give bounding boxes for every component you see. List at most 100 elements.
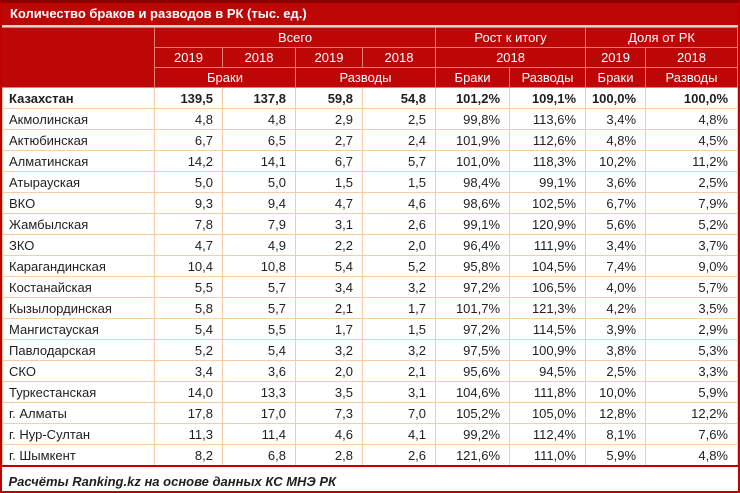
value-cell: 2,2 xyxy=(295,234,363,256)
table-row: Костанайская 5,5 5,7 3,4 3,2 97,2% 106,5% 4,0% 5… xyxy=(2,276,738,298)
type-header-marriages: Браки xyxy=(154,67,296,88)
value-cell: 4,7 xyxy=(154,234,223,256)
header-group-row: Всего Рост к итогу Доля от РК xyxy=(2,27,738,88)
value-cell: 95,6% xyxy=(435,360,511,382)
value-cell: 97,5% xyxy=(435,339,511,361)
year-header: 2018 xyxy=(222,47,296,68)
header-year-row: 2019 2018 2019 2018 2018 2019 2018 xyxy=(3,47,738,68)
value-cell: 2,4 xyxy=(361,129,437,151)
region-cell: Костанайская xyxy=(2,276,155,298)
region-cell: Павлодарская xyxy=(2,339,155,361)
value-cell: 3,4 xyxy=(295,276,363,298)
value-cell: 109,1% xyxy=(509,87,587,109)
region-cell: Актюбинская xyxy=(2,129,155,151)
table-row: Казахстан 139,5 137,8 59,8 54,8 101,2% 109,1% 1… xyxy=(2,87,738,109)
value-cell: 112,6% xyxy=(509,129,587,151)
value-cell: 2,1 xyxy=(295,297,363,319)
value-cell: 6,7% xyxy=(585,192,647,214)
value-cell: 3,9% xyxy=(585,318,647,340)
value-cell: 98,6% xyxy=(435,192,511,214)
value-cell: 139,5 xyxy=(154,87,223,109)
value-cell: 118,3% xyxy=(509,150,587,172)
value-cell: 5,0 xyxy=(154,171,223,193)
table-row: Алматинская 14,2 14,1 6,7 5,7 101,0% 118,3% 10,… xyxy=(2,150,738,172)
value-cell: 14,1 xyxy=(222,150,296,172)
value-cell: 3,8% xyxy=(585,339,647,361)
table-row: Акмолинская 4,8 4,8 2,9 2,5 99,8% 113,6% 3,4% 4,… xyxy=(2,108,738,130)
value-cell: 100,0% xyxy=(645,87,738,109)
region-cell: СКО xyxy=(2,360,155,382)
value-cell: 111,9% xyxy=(509,234,587,256)
value-cell: 3,6% xyxy=(585,171,647,193)
value-cell: 5,9% xyxy=(585,444,647,467)
value-cell: 1,7 xyxy=(361,297,437,319)
value-cell: 3,3% xyxy=(645,360,738,382)
value-cell: 105,2% xyxy=(435,402,511,424)
value-cell: 3,6 xyxy=(222,360,296,382)
value-cell: 7,9 xyxy=(222,213,296,235)
source-note: Расчёты Ranking.kz на основе данных КС М… xyxy=(2,465,738,491)
table-row: СКО 3,4 3,6 2,0 2,1 95,6% 94,5% 2,5% 3,3% xyxy=(2,360,738,382)
value-cell: 121,3% xyxy=(509,297,587,319)
value-cell: 6,7 xyxy=(154,129,223,151)
type-header-divorces: Разводы xyxy=(509,67,587,88)
year-header: 2019 xyxy=(585,47,647,68)
type-header-divorces: Разводы xyxy=(294,67,437,88)
value-cell: 2,1 xyxy=(361,360,437,382)
table-title: Количество браков и разводов в РК (тыс. … xyxy=(2,3,738,27)
region-cell: г. Алматы xyxy=(2,402,155,424)
value-cell: 111,8% xyxy=(509,381,587,403)
value-cell: 4,8% xyxy=(645,108,738,130)
value-cell: 7,8 xyxy=(154,213,223,235)
value-cell: 7,4% xyxy=(585,255,647,277)
region-cell: Акмолинская xyxy=(2,108,155,130)
value-cell: 7,9% xyxy=(645,192,738,214)
value-cell: 5,4 xyxy=(154,318,223,340)
value-cell: 111,0% xyxy=(509,444,587,467)
value-cell: 7,0 xyxy=(361,402,437,424)
value-cell: 112,4% xyxy=(509,423,587,445)
value-cell: 9,0% xyxy=(645,255,738,277)
table-row: ЗКО 4,7 4,9 2,2 2,0 96,4% 111,9% 3,4% 3,7% xyxy=(2,234,738,256)
region-column-header xyxy=(2,27,155,88)
value-cell: 5,5 xyxy=(154,276,223,298)
value-cell: 5,7 xyxy=(222,276,296,298)
region-cell: г. Шымкент xyxy=(2,444,155,467)
region-cell: Алматинская xyxy=(2,150,155,172)
type-header-divorces: Разводы xyxy=(645,67,738,88)
value-cell: 13,3 xyxy=(222,381,296,403)
value-cell: 11,3 xyxy=(154,423,223,445)
table-footer: Расчёты Ranking.kz на основе данных КС М… xyxy=(2,465,738,491)
region-cell: Казахстан xyxy=(2,87,155,109)
value-cell: 4,6 xyxy=(361,192,437,214)
value-cell: 8,2 xyxy=(154,444,223,467)
value-cell: 17,0 xyxy=(222,402,296,424)
value-cell: 100,0% xyxy=(585,87,647,109)
region-cell: Атырауская xyxy=(2,171,155,193)
value-cell: 9,3 xyxy=(154,192,223,214)
table-row: Кызылординская 5,8 5,7 2,1 1,7 101,7% 121,3% 4,… xyxy=(2,297,738,319)
year-header: 2018 xyxy=(435,47,587,68)
value-cell: 94,5% xyxy=(509,360,587,382)
value-cell: 99,1% xyxy=(435,213,511,235)
value-cell: 5,7% xyxy=(645,276,738,298)
footer-row: Расчёты Ranking.kz на основе данных КС М… xyxy=(2,465,738,491)
value-cell: 2,6 xyxy=(361,213,437,235)
year-header: 2018 xyxy=(645,47,738,68)
value-cell: 99,1% xyxy=(509,171,587,193)
table-row: Мангистауская 5,4 5,5 1,7 1,5 97,2% 114,5% 3,9%… xyxy=(2,318,738,340)
value-cell: 11,2% xyxy=(645,150,738,172)
value-cell: 3,5% xyxy=(645,297,738,319)
region-cell: ВКО xyxy=(2,192,155,214)
table-header: Всего Рост к итогу Доля от РК 2019 2018 … xyxy=(2,27,738,88)
value-cell: 101,2% xyxy=(435,87,511,109)
value-cell: 2,8 xyxy=(295,444,363,467)
value-cell: 3,4 xyxy=(154,360,223,382)
value-cell: 14,2 xyxy=(154,150,223,172)
value-cell: 4,1 xyxy=(361,423,437,445)
value-cell: 1,5 xyxy=(361,318,437,340)
value-cell: 3,2 xyxy=(295,339,363,361)
value-cell: 4,7 xyxy=(295,192,363,214)
value-cell: 5,0 xyxy=(222,171,296,193)
